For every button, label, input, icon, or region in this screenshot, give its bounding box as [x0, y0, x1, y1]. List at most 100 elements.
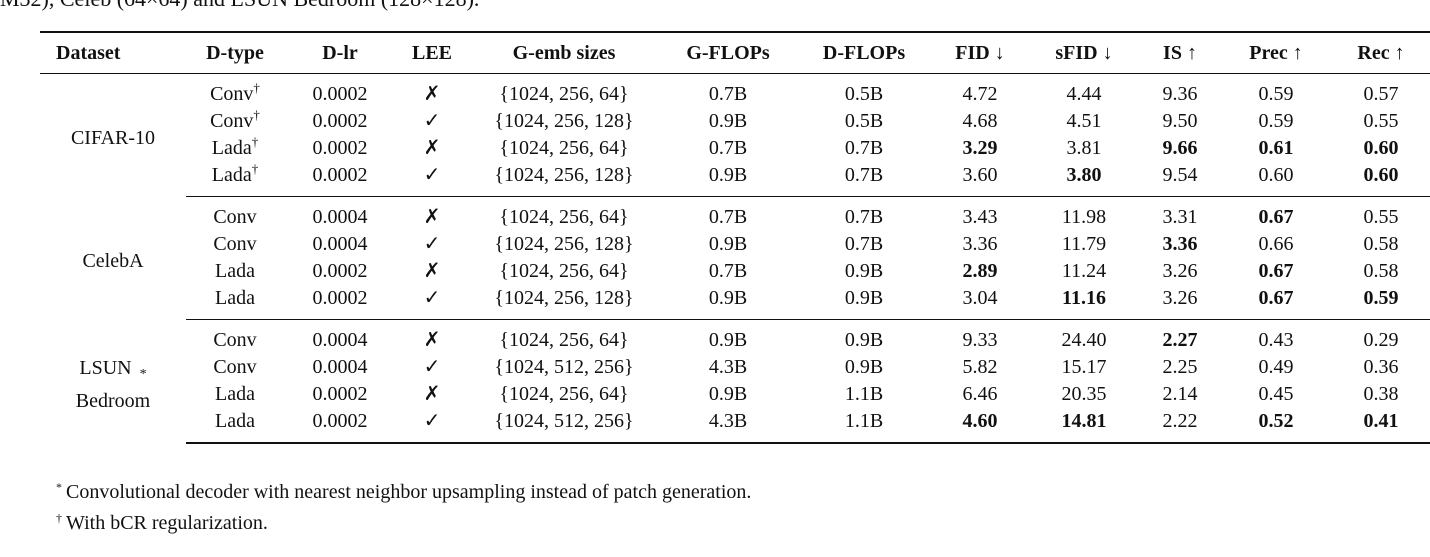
table-row: LSUN * Bedroom Conv 0.0004 ✗ {1024, 256, …: [40, 320, 1430, 412]
fid-cell: 5.82: [962, 356, 998, 378]
rec-cell: 0.36: [1363, 356, 1399, 378]
dtype-cell: Lada: [186, 408, 284, 444]
sfid-cell: 15.17: [1061, 356, 1107, 378]
gemb-cell: {1024, 256, 128}: [468, 285, 660, 320]
dlr-cell: 0.0002: [312, 260, 368, 282]
header-lee: LEE: [396, 31, 468, 74]
sfid-cell: 11.16: [1028, 285, 1140, 320]
prec-cell: 0.59: [1258, 83, 1294, 105]
dagger-mark: †: [253, 80, 260, 95]
prec-cell: 0.59: [1258, 110, 1294, 132]
lee-cell: ✓: [423, 110, 441, 132]
gemb-cell: {1024, 256, 128}: [494, 233, 634, 255]
gemb-cell: {1024, 256, 64}: [499, 329, 629, 351]
dlr-cell: 0.0004: [312, 206, 368, 228]
dflops-cell: 0.7B: [844, 137, 884, 159]
footnote-text: Convolutional decoder with nearest neigh…: [66, 481, 752, 503]
prec-cell: 0.67: [1258, 260, 1294, 282]
lee-cell: ✓: [396, 162, 468, 197]
results-table: Dataset D-type D-lr LEE G-emb sizes G-FL…: [40, 31, 1430, 444]
gflops-cell: 4.3B: [660, 408, 796, 444]
group-celeba: CelebA Conv 0.0004 ✗ {1024, 256, 64} 0.7…: [40, 197, 1430, 320]
dtype-cell: Lada: [215, 383, 255, 405]
is-cell: 2.25: [1162, 356, 1198, 378]
sfid-cell: 11.24: [1061, 260, 1107, 282]
fid-cell: 3.60: [932, 162, 1028, 197]
prec-cell: 0.67: [1258, 206, 1294, 228]
is-cell: 3.36: [1162, 233, 1198, 255]
prec-cell: 0.61: [1258, 137, 1294, 159]
gemb-cell: {1024, 256, 64}: [499, 83, 629, 105]
rec-cell: 0.60: [1332, 162, 1430, 197]
dlr-cell: 0.0002: [312, 83, 368, 105]
sfid-cell: 4.44: [1066, 83, 1102, 105]
gemb-cell: {1024, 512, 256}: [468, 408, 660, 444]
is-cell: 3.26: [1140, 285, 1220, 320]
fid-cell: 3.43: [962, 206, 998, 228]
fid-cell: 3.36: [962, 233, 998, 255]
prec-cell: 0.43: [1258, 329, 1294, 351]
gflops-cell: 0.7B: [708, 137, 748, 159]
gflops-cell: 0.7B: [708, 83, 748, 105]
table-row: Conv 0.0004 ✓ {1024, 256, 128} 0.9B 0.7B…: [40, 231, 1430, 258]
dlr-cell: 0.0004: [312, 233, 368, 255]
lee-cell: ✓: [396, 408, 468, 444]
sfid-cell: 14.81: [1028, 408, 1140, 444]
rec-cell: 0.58: [1363, 233, 1399, 255]
dataset-label: CelebA: [82, 250, 144, 272]
table-row: CIFAR-10 Conv† 0.0002 ✗ {1024, 256, 64} …: [40, 74, 1430, 149]
dflops-cell: 1.1B: [796, 408, 932, 444]
rec-cell: 0.60: [1363, 137, 1399, 159]
table-row: Conv† 0.0002 ✓ {1024, 256, 128} 0.9B 0.5…: [40, 108, 1430, 135]
dtype-cell: Conv†: [210, 107, 260, 132]
gflops-cell: 0.9B: [708, 233, 748, 255]
dataset-label-line2: Bedroom: [75, 389, 151, 412]
gemb-cell: {1024, 256, 64}: [499, 137, 629, 159]
header-fid: FID ↓: [932, 31, 1028, 74]
dflops-cell: 0.9B: [844, 260, 884, 282]
header-prec: Prec ↑: [1220, 31, 1332, 74]
lee-cell: ✓: [423, 356, 441, 378]
header-dflops: D-FLOPs: [796, 31, 932, 74]
sfid-cell: 11.79: [1061, 233, 1107, 255]
dtype-cell: Conv: [213, 329, 257, 351]
is-cell: 9.36: [1162, 83, 1198, 105]
dtype-cell: Conv: [213, 233, 257, 255]
footnote-mark: *: [56, 480, 62, 494]
fid-cell: 3.29: [962, 137, 998, 159]
gemb-cell: {1024, 256, 64}: [499, 383, 629, 405]
footnote-mark: †: [56, 511, 62, 525]
dataset-label-line1: LSUN: [79, 356, 132, 379]
dlr-cell: 0.0002: [284, 285, 396, 320]
dflops-cell: 0.9B: [844, 356, 884, 378]
gflops-cell: 0.9B: [660, 285, 796, 320]
sfid-cell: 11.98: [1061, 206, 1107, 228]
gemb-cell: {1024, 512, 256}: [494, 356, 634, 378]
fid-cell: 2.89: [962, 260, 998, 282]
gflops-cell: 0.9B: [708, 110, 748, 132]
rec-cell: 0.29: [1363, 329, 1399, 351]
caption-fragment: M32), Celeb (64×64) and LSUN Bedroom (12…: [0, 0, 479, 12]
footnotes: * Convolutional decoder with nearest neig…: [56, 474, 751, 536]
dataset-label: LSUN * Bedroom: [40, 320, 186, 444]
dflops-cell: 0.9B: [796, 285, 932, 320]
header-sfid: sFID ↓: [1028, 31, 1140, 74]
dtype-cell: Conv: [213, 356, 257, 378]
lee-cell: ✗: [423, 206, 441, 228]
rec-cell: 0.41: [1332, 408, 1430, 444]
dlr-cell: 0.0002: [312, 110, 368, 132]
lee-cell: ✗: [423, 137, 441, 159]
table-row: Lada 0.0002 ✗ {1024, 256, 64} 0.9B 1.1B …: [40, 381, 1430, 408]
is-cell: 2.14: [1162, 383, 1198, 405]
footnote-text: With bCR regularization.: [66, 512, 268, 534]
gflops-cell: 0.9B: [708, 383, 748, 405]
rec-cell: 0.59: [1332, 285, 1430, 320]
rec-cell: 0.55: [1363, 110, 1399, 132]
table-row: Conv 0.0004 ✓ {1024, 512, 256} 4.3B 0.9B…: [40, 354, 1430, 381]
dflops-cell: 0.7B: [796, 162, 932, 197]
footnote-dagger: † With bCR regularization.: [56, 505, 751, 536]
is-cell: 9.54: [1140, 162, 1220, 197]
dtype-cell: Lada†: [211, 134, 259, 159]
prec-cell: 0.49: [1258, 356, 1294, 378]
dlr-cell: 0.0004: [312, 329, 368, 351]
